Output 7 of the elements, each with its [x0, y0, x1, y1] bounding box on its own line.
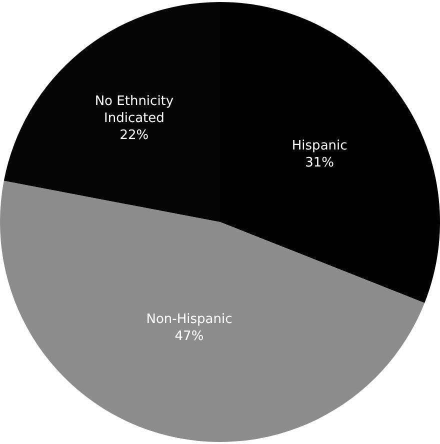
data-label: 47% — [174, 328, 204, 344]
pie-slice — [0, 180, 425, 442]
slice-label: No Ethnicity Indicated — [94, 94, 174, 126]
slice-label: Non-Hispanic — [146, 312, 232, 327]
data-label: 31% — [305, 155, 334, 170]
data-label: 22% — [120, 128, 149, 143]
slice-label: Hispanic — [292, 138, 348, 154]
